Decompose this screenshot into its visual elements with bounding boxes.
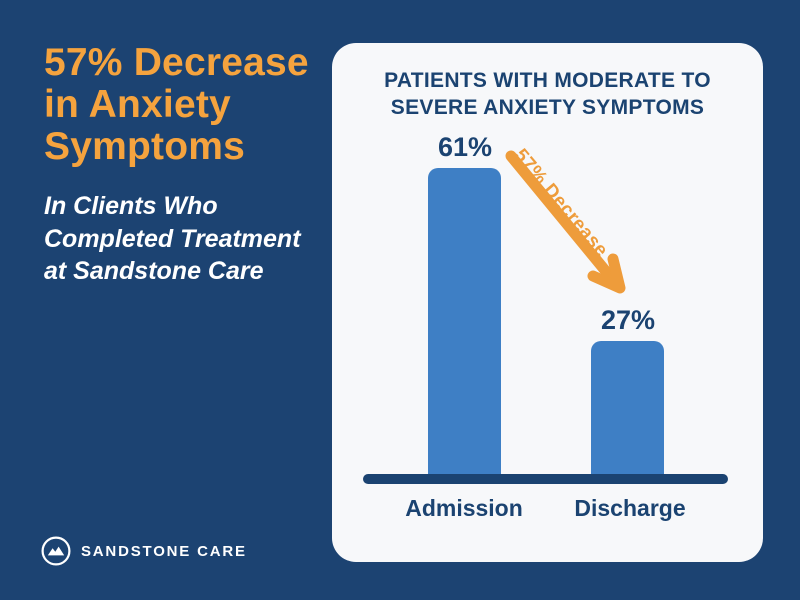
- chart-title: PATIENTS WITH MODERATE TO SEVERE ANXIETY…: [384, 69, 711, 120]
- bar-discharge: [591, 341, 664, 479]
- main-headline: 57% Decrease in Anxiety Symptoms: [44, 41, 309, 169]
- x-axis-line: [363, 474, 728, 484]
- bar-value-discharge: 27%: [600, 305, 656, 335]
- bar-value-admission: 61%: [437, 132, 493, 162]
- decrease-annotation: 57% Decrease: [509, 145, 613, 262]
- brand-footer: SANDSTONE CARE: [40, 535, 247, 567]
- brand-name: SANDSTONE CARE: [81, 542, 247, 560]
- chart-card: PATIENTS WITH MODERATE TO SEVERE ANXIETY…: [332, 43, 763, 562]
- category-label-discharge: Discharge: [574, 495, 686, 521]
- bar-admission: [428, 168, 501, 479]
- left-panel: 57% Decrease in Anxiety Symptoms In Clie…: [44, 41, 329, 288]
- category-label-admission: Admission: [405, 495, 523, 521]
- sub-headline: In Clients Who Completed Treatment at Sa…: [44, 192, 301, 286]
- mountain-circle-icon: [40, 535, 72, 567]
